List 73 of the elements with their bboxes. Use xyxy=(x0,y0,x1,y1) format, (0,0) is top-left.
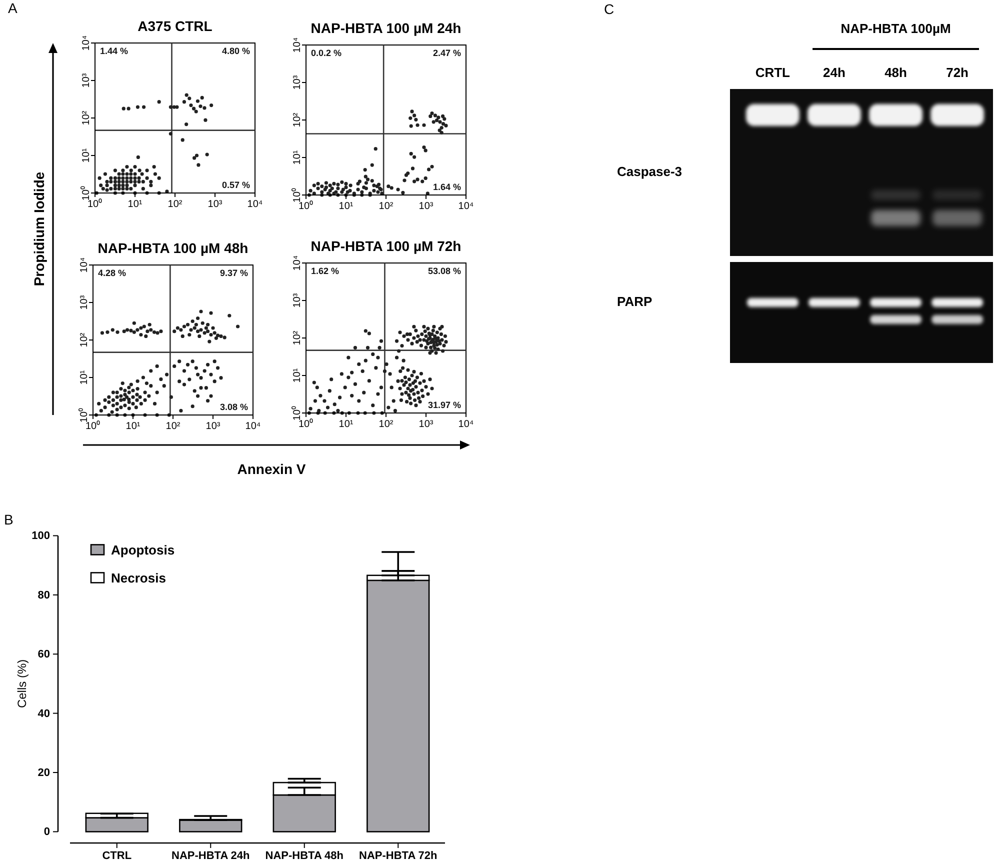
x-tick-label: 10² xyxy=(168,199,183,210)
y-tick-label: 10³ xyxy=(292,74,303,90)
x-tick-label: NAP-HBTA 72h xyxy=(359,850,438,861)
category-label: 48h xyxy=(884,65,908,80)
annotation: 1.44 % xyxy=(100,46,128,56)
y-tick-label: 40 xyxy=(38,708,50,720)
annotation: 1.64 % xyxy=(432,182,461,192)
y-tick-label: 0 xyxy=(44,826,50,838)
y-tick-label: 10³ xyxy=(292,292,303,308)
category-label: CRTL xyxy=(755,65,790,80)
text: B xyxy=(4,512,14,528)
chart-title: NAP-HBTA 100 µM 24h xyxy=(310,20,462,36)
x-tick-label: 10¹ xyxy=(126,421,141,432)
x-tick-label: 10² xyxy=(166,421,181,432)
chart-title: NAP-HBTA 100 µM 48h xyxy=(98,240,248,256)
y-tick-label: 10⁴ xyxy=(81,35,92,51)
annotation: 4.80 % xyxy=(222,46,250,56)
annotation: 1.62 % xyxy=(311,266,340,276)
legend-label: Necrosis xyxy=(111,570,166,586)
text: PARP xyxy=(617,294,652,309)
x-tick-label: 10⁴ xyxy=(458,201,474,212)
annotation: 53.08 % xyxy=(428,266,461,276)
y-tick-label: 60 xyxy=(38,648,50,661)
annotation: 31.97 % xyxy=(428,400,461,410)
legend-label: Apoptosis xyxy=(111,542,175,558)
text: NAP-HBTA 100µM xyxy=(840,21,951,36)
annotation: 3.08 % xyxy=(220,402,248,412)
annotation: 4.28 % xyxy=(98,268,126,278)
y-tick-label: 10³ xyxy=(81,72,92,88)
y-tick-label: 10⁴ xyxy=(292,255,303,271)
y-tick-label: 10² xyxy=(79,332,90,348)
x-tick-label: 10¹ xyxy=(338,419,354,430)
x-tick-label: 10⁴ xyxy=(245,421,261,432)
x-tick-label: 10³ xyxy=(418,419,434,430)
y-tick-label: 10² xyxy=(81,110,92,126)
y-tick-label: 10¹ xyxy=(81,148,92,163)
chart-title: NAP-HBTA 100 µM 72h xyxy=(310,238,462,254)
category-label: 24h xyxy=(823,65,846,80)
y-tick-label: 10¹ xyxy=(79,370,90,385)
y-tick-label: 10¹ xyxy=(292,150,303,165)
category-label: 72h xyxy=(946,65,969,80)
x-tick-label: 10² xyxy=(378,201,394,212)
y-tick-label: 10³ xyxy=(79,294,90,310)
x-tick-label: 10¹ xyxy=(338,201,354,212)
y-tick-label: 20 xyxy=(38,767,50,780)
text: Caspase-3 xyxy=(617,164,682,179)
annotation: 9.37 % xyxy=(220,268,248,278)
y-axis-title: Cells (%) xyxy=(15,659,29,708)
y-tick-label: 10² xyxy=(292,112,303,128)
x-tick-label: 10⁴ xyxy=(458,419,474,430)
text: A xyxy=(8,0,18,16)
x-axis-title: Annexin V xyxy=(237,461,306,477)
x-tick-label: NAP-HBTA 24h xyxy=(172,850,250,861)
x-tick-label: NAP-HBTA 48h xyxy=(265,850,344,861)
annotation: 2.47 % xyxy=(432,48,461,58)
x-tick-label: 10³ xyxy=(206,421,221,432)
x-tick-label: 10³ xyxy=(418,201,434,212)
x-tick-label: 10² xyxy=(378,419,394,430)
y-tick-label: 10⁴ xyxy=(79,257,90,273)
x-tick-label: CTRL xyxy=(102,850,132,861)
x-tick-label: 10³ xyxy=(208,199,223,210)
annotation: 0.0.2 % xyxy=(311,48,342,58)
annotation: 0.57 % xyxy=(222,180,250,190)
y-tick-label: 10⁴ xyxy=(292,37,303,53)
y-tick-label: 10¹ xyxy=(292,368,303,383)
y-tick-label: 80 xyxy=(38,589,50,602)
y-axis-title: Propidium Iodide xyxy=(31,172,47,286)
x-tick-label: 10⁴ xyxy=(247,199,263,210)
y-tick-label: 10² xyxy=(292,330,303,346)
x-tick-label: 10¹ xyxy=(128,199,143,210)
y-tick-label: 100 xyxy=(32,530,50,542)
chart-title: A375 CTRL xyxy=(138,18,213,34)
text: C xyxy=(604,1,614,17)
